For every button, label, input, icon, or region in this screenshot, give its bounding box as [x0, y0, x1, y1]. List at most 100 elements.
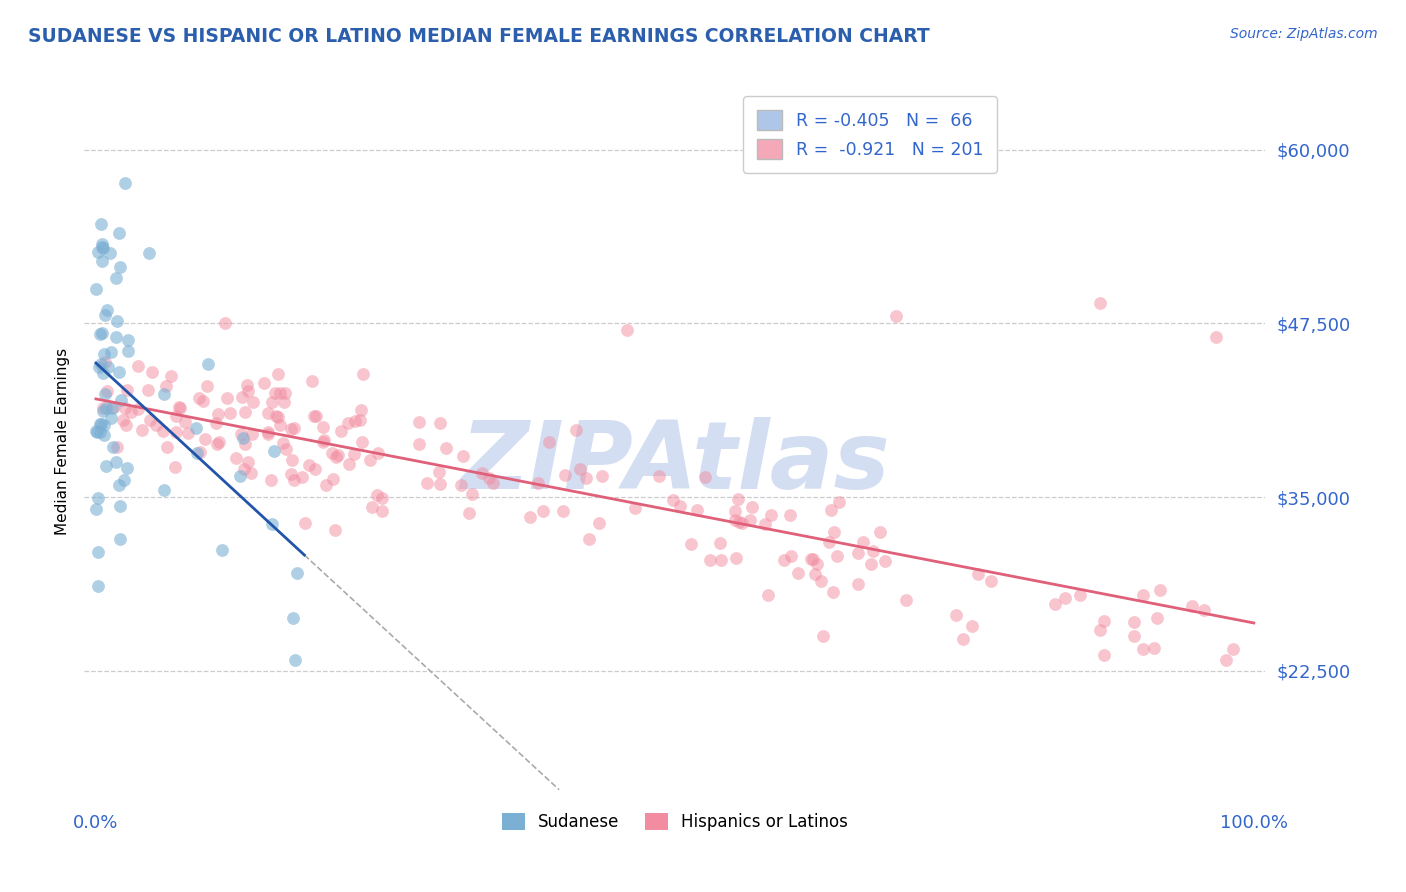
Point — [575, 471, 598, 485]
Point — [820, 503, 842, 517]
Point — [184, 421, 207, 435]
Point — [531, 504, 554, 518]
Point — [786, 566, 808, 581]
Point — [114, 176, 136, 190]
Point — [117, 333, 139, 347]
Point — [305, 409, 328, 423]
Point — [869, 524, 891, 539]
Point — [263, 443, 285, 458]
Point — [105, 455, 128, 469]
Point — [90, 240, 112, 254]
Legend: Sudanese, Hispanics or Latinos: Sudanese, Hispanics or Latinos — [495, 806, 855, 838]
Point — [105, 329, 128, 343]
Point — [101, 401, 124, 416]
Point — [569, 462, 592, 476]
Point — [302, 409, 325, 423]
Point — [281, 453, 304, 467]
Point — [93, 418, 115, 433]
Point — [408, 416, 430, 430]
Point — [177, 425, 200, 440]
Point — [429, 416, 451, 430]
Point — [267, 367, 290, 381]
Point — [312, 420, 335, 434]
Point — [780, 549, 803, 564]
Point — [236, 378, 259, 392]
Point — [693, 470, 716, 484]
Point — [257, 407, 280, 421]
Point — [238, 455, 260, 469]
Point — [190, 444, 212, 458]
Point — [825, 549, 848, 564]
Point — [804, 566, 827, 581]
Point — [298, 458, 321, 472]
Point — [724, 513, 747, 527]
Point — [952, 632, 974, 647]
Point — [1092, 615, 1115, 629]
Point — [754, 516, 776, 531]
Point — [326, 448, 349, 462]
Point — [197, 357, 219, 371]
Point — [90, 326, 112, 341]
Point — [100, 410, 122, 425]
Point — [434, 441, 457, 455]
Point — [141, 365, 163, 379]
Point — [86, 282, 108, 296]
Point — [208, 435, 231, 450]
Point — [1192, 603, 1215, 617]
Point — [349, 413, 371, 427]
Point — [259, 473, 281, 487]
Point — [103, 400, 125, 414]
Point — [283, 473, 305, 487]
Point — [1045, 598, 1067, 612]
Point — [312, 433, 335, 447]
Point — [283, 421, 305, 435]
Point — [105, 313, 128, 327]
Point — [709, 536, 731, 550]
Point — [681, 536, 703, 550]
Point — [779, 508, 801, 522]
Point — [862, 544, 884, 558]
Point — [366, 488, 388, 502]
Point — [731, 516, 754, 530]
Point — [232, 431, 254, 445]
Point — [960, 618, 983, 632]
Point — [187, 391, 209, 405]
Point — [253, 376, 276, 390]
Point — [538, 434, 561, 449]
Point — [153, 483, 176, 497]
Point — [325, 450, 347, 464]
Point — [699, 552, 721, 566]
Point — [1122, 615, 1144, 629]
Point — [1215, 652, 1237, 666]
Point — [163, 460, 186, 475]
Point — [262, 517, 284, 532]
Point — [1132, 642, 1154, 657]
Point — [852, 535, 875, 549]
Point — [214, 317, 236, 331]
Text: ZIPAtlas: ZIPAtlas — [460, 417, 890, 509]
Point — [859, 557, 882, 571]
Point — [108, 478, 131, 492]
Point — [87, 244, 110, 259]
Point — [89, 327, 111, 342]
Point — [100, 345, 122, 359]
Point — [153, 387, 176, 401]
Point — [89, 357, 111, 371]
Point — [271, 436, 294, 450]
Point — [280, 422, 302, 436]
Point — [127, 402, 149, 417]
Point — [89, 360, 111, 375]
Point — [291, 469, 314, 483]
Point — [343, 447, 366, 461]
Point — [264, 385, 287, 400]
Point — [818, 535, 841, 549]
Point — [108, 260, 131, 274]
Point — [1205, 330, 1227, 344]
Point — [89, 425, 111, 440]
Point — [482, 475, 505, 490]
Point — [156, 440, 179, 454]
Point — [337, 458, 360, 472]
Point — [242, 394, 264, 409]
Point — [233, 437, 256, 451]
Point — [264, 409, 287, 423]
